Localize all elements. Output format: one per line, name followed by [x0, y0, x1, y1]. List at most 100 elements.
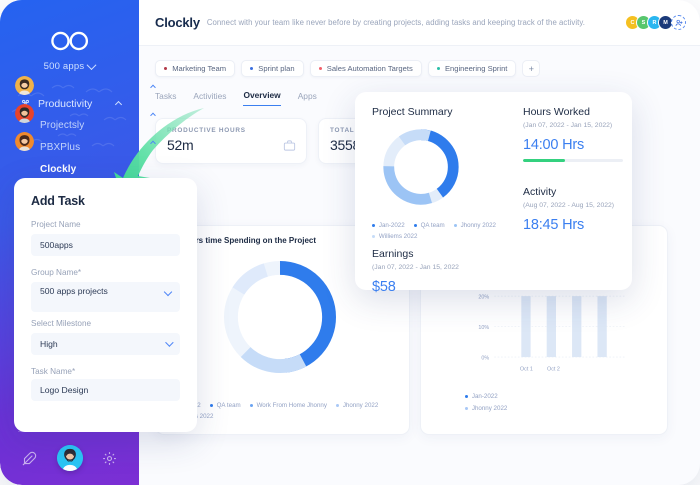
sidebar-logo[interactable]: 500 apps: [0, 30, 139, 72]
project-summary-title: Project Summary: [372, 106, 453, 118]
bar-chart-legend: Jan-2022 Jhonny 2022: [465, 393, 615, 412]
bar-x-tick-oct1: Oct 1: [520, 367, 533, 373]
sidebar-dock: [18, 431, 121, 471]
tab-apps[interactable]: Apps: [297, 90, 317, 101]
tag-label: Sprint plan: [258, 64, 295, 73]
group-name-value: 500 apps projects: [40, 286, 108, 296]
legend-label: QA team: [420, 222, 445, 229]
app-brand: Clockly: [155, 15, 200, 30]
legend-item: Jhonny 2022: [465, 405, 615, 412]
legend-item: Work From Home Jhonny: [249, 402, 327, 409]
apps-switcher-label: 500 apps: [43, 61, 85, 72]
bar-y-tick-20: 20%: [478, 295, 489, 301]
project-summary-card: Project Summary Jan-2022 QA team Jhonny …: [355, 92, 632, 295]
tab-bar: Tasks Activities Overview Apps: [139, 77, 700, 106]
member-avatar-group[interactable]: C S R M: [625, 15, 686, 30]
legend-dot-icon: [465, 406, 469, 411]
legend-dot-icon: [453, 223, 458, 228]
chevron-down-icon: [86, 60, 97, 71]
task-name-label: Task Name*: [31, 367, 76, 376]
legend-label: Jhonny 2022: [471, 405, 508, 412]
sidebar-item-clockly[interactable]: Clockly: [40, 163, 77, 175]
chevron-down-icon: [165, 338, 174, 347]
legend-dot-icon: [372, 223, 376, 228]
bar-y-tick-10: 10%: [478, 325, 489, 331]
tag-marketing-team[interactable]: Marketing Team: [155, 60, 236, 77]
hours-worked-progress: [523, 159, 623, 163]
gear-icon[interactable]: [102, 451, 117, 466]
project-summary-left: Project Summary Jan-2022 QA team Jhonny …: [372, 106, 502, 295]
stat-value: 3558: [330, 137, 360, 153]
stat-value: 52m: [167, 137, 194, 153]
members-time-title: Members time Spending on the Project: [168, 236, 317, 245]
legend-item: Jan-2022: [465, 393, 615, 400]
apps-switcher[interactable]: 500 apps: [0, 60, 139, 72]
tab-tasks[interactable]: Tasks: [155, 90, 177, 101]
tag-dot-icon: [164, 66, 168, 71]
legend-label: Jan-2022: [471, 393, 498, 400]
project-summary-donut-chart: [383, 129, 459, 205]
group-name-select[interactable]: 500 apps projects: [31, 282, 180, 312]
members-time-donut-chart: [224, 261, 337, 373]
sidebar-item-projectsly[interactable]: Projectsly: [40, 119, 85, 131]
hours-worked-value: 14:00 Hrs: [523, 137, 585, 153]
members-time-legend: Jan-2022 QA team Work From Home Jhonny J…: [168, 402, 400, 420]
activity-value: 18:45 Hrs: [523, 217, 585, 234]
chevron-down-icon: [163, 287, 173, 297]
stat-card-productive-hours: PRODUCTIVE HOURS 52m: [155, 118, 307, 164]
tag-dot-icon: [318, 66, 322, 71]
activity-title: Activity: [523, 186, 557, 199]
app-tagline: Connect with your team like never before…: [206, 18, 585, 27]
tag-sprint-plan[interactable]: Sprint plan: [241, 60, 304, 77]
legend-label: Williems 2022: [378, 233, 418, 240]
add-task-title: Add Task: [31, 194, 85, 208]
legend-item: QA team: [413, 222, 445, 229]
avatar: [15, 104, 34, 124]
tab-overview[interactable]: Overview: [243, 90, 281, 106]
legend-label: Jhonny 2022: [460, 222, 496, 229]
avatar: [15, 132, 34, 152]
add-task-panel: Add Task Project Name 500apps Group Name…: [14, 178, 197, 432]
legend-item: Jan-2022: [372, 222, 405, 229]
legend-dot-icon: [209, 403, 214, 408]
tag-engineering-sprint[interactable]: Engineering Sprint: [427, 60, 517, 77]
earnings-title: Earnings: [372, 248, 414, 260]
project-name-input[interactable]: 500apps: [31, 234, 180, 256]
feather-icon[interactable]: [22, 451, 37, 466]
bar-chart: 20% 10% 0% Oct 1 Oct 2: [478, 295, 627, 373]
tag-dot-icon: [250, 66, 254, 71]
milestone-select[interactable]: High: [31, 333, 180, 355]
sidebar-item-pbxplus[interactable]: PBXPlus: [40, 141, 81, 153]
hours-worked-range: (Jan 07, 2022 - Jan 15, 2022): [523, 122, 613, 129]
project-name-label: Project Name: [31, 220, 81, 229]
stat-label: PRODUCTIVE HOURS: [167, 127, 246, 134]
user-avatar[interactable]: [56, 445, 83, 471]
milestone-value: High: [40, 339, 58, 349]
app-header: Clockly Connect with your team like neve…: [139, 0, 700, 46]
tag-label: Marketing Team: [172, 64, 227, 73]
activity-range: (Aug 07, 2022 - Aug 15, 2022): [523, 202, 615, 210]
tab-activities[interactable]: Activities: [193, 90, 227, 101]
tag-label: Sales Automation Targets: [326, 64, 413, 73]
legend-label: Jan-2022: [378, 222, 405, 229]
project-summary-legend: Jan-2022 QA team Jhonny 2022 Williems 20…: [372, 222, 500, 240]
briefcase-icon: [283, 140, 296, 151]
task-name-input[interactable]: Logo Design: [31, 379, 180, 401]
tag-sales-automation-targets[interactable]: Sales Automation Targets: [309, 60, 422, 77]
legend-item: Williems 2022: [372, 233, 417, 240]
tag-label: Engineering Sprint: [444, 64, 508, 73]
hours-worked-title: Hours Worked: [523, 106, 590, 118]
project-summary-right: Hours Worked (Jan 07, 2022 - Jan 15, 202…: [523, 106, 623, 233]
legend-item: Jhonny 2022: [335, 402, 379, 409]
group-name-label: Group Name*: [31, 268, 82, 277]
earnings-range: (Jan 07, 2022 - Jan 15, 2022: [372, 264, 459, 271]
bar-x-tick-oct2: Oct 2: [547, 367, 560, 373]
add-person-icon[interactable]: [671, 15, 686, 30]
add-tag-button[interactable]: +: [522, 60, 541, 77]
bar-y-tick-0: 0%: [481, 356, 489, 362]
legend-label: Work From Home Jhonny: [256, 402, 327, 409]
legend-item: QA team: [209, 402, 241, 409]
legend-label: Jhonny 2022: [342, 402, 379, 409]
